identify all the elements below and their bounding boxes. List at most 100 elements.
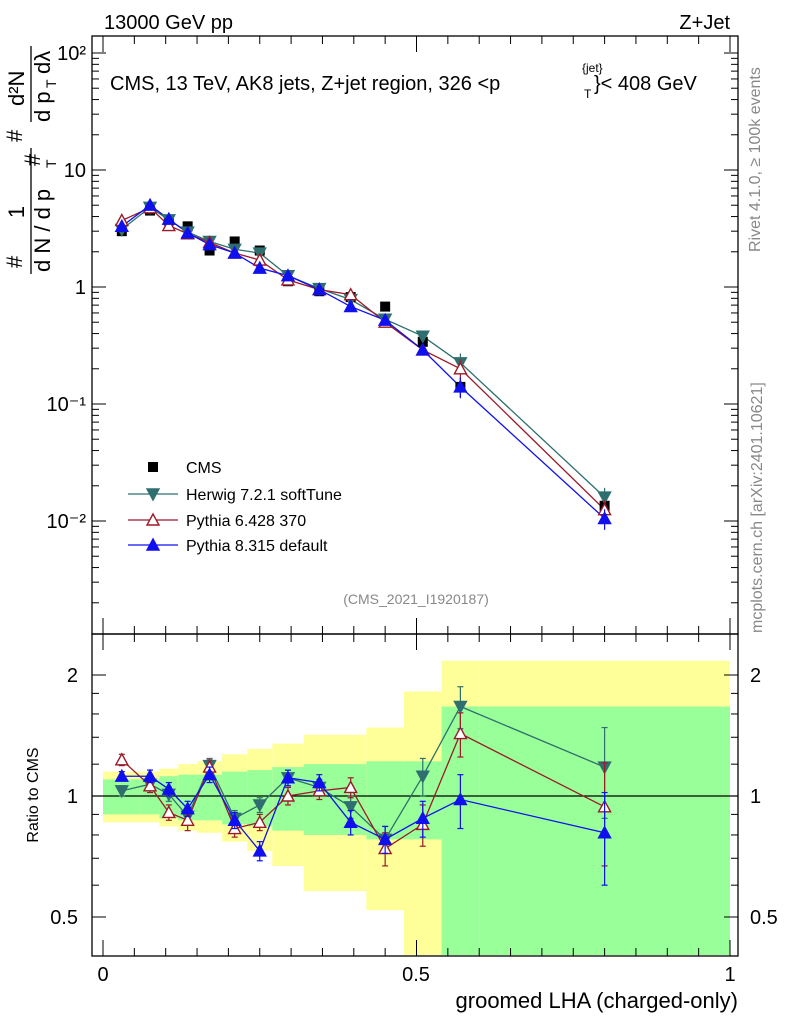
ytitle-hash-1: # <box>2 255 27 268</box>
ratio-point-p8-6 <box>252 843 267 857</box>
main-line-herwig <box>121 206 606 498</box>
legend-label-cms: CMS <box>186 460 222 477</box>
ytick-label-1e-2: 10⁻² <box>47 511 87 533</box>
ratio-point-p6-12 <box>453 726 468 740</box>
ratio-ytick-label-1-right: 1 <box>750 786 761 808</box>
ratio-point-p8-3 <box>180 801 195 815</box>
main-point-p8-9 <box>343 299 358 313</box>
ratio-point-p8-8 <box>312 775 327 789</box>
legend-marker-p6 <box>145 512 161 526</box>
legend-marker-cms <box>148 462 158 472</box>
legend-marker-herwig <box>145 488 161 502</box>
main-yaxis-labels: 10⁻² 10⁻¹ 1 10 10² <box>47 43 87 533</box>
ratio-ytick-label-2-right: 2 <box>750 665 761 687</box>
ytitle-sub-t-1: T <box>43 159 59 168</box>
ratio-point-p6-3 <box>180 812 195 827</box>
ratio-point-p8-12 <box>453 792 468 806</box>
ytitle-dlambda: dλ <box>30 51 55 74</box>
axis-ticks <box>92 36 738 956</box>
ytitle-hash-3: # <box>2 129 27 142</box>
ratio-point-herwig-11 <box>415 770 430 784</box>
ratio-line-herwig <box>121 705 605 841</box>
main-yaxis-title: # 1 d N / d p T # # d²N d p T dλ <box>2 46 59 274</box>
header-energy: 13000 GeV pp <box>104 12 233 34</box>
ratio-point-p8-10 <box>377 831 393 846</box>
main-point-herwig-13 <box>597 491 612 505</box>
ratio-point-p8-9 <box>343 814 358 829</box>
ytitle-dpt: d p <box>30 91 55 122</box>
title-sub: T <box>584 87 592 101</box>
ytick-label-100: 10² <box>57 43 86 65</box>
ratio-point-p6-1 <box>142 778 158 792</box>
ytitle-hash-2: # <box>20 153 45 166</box>
ratio-point-herwig-9 <box>343 801 358 815</box>
ytick-label-1e-1: 10⁻¹ <box>47 394 87 416</box>
main-point-p8-12 <box>453 379 468 393</box>
ratio-ytick-label-0.5: 0.5 <box>50 907 78 929</box>
ratio-point-p8-13 <box>597 825 612 839</box>
ytick-label-1: 1 <box>75 277 86 299</box>
ratio-point-p8-0 <box>114 768 129 782</box>
main-point-p8-13 <box>597 511 612 525</box>
main-point-p8-7 <box>280 268 296 282</box>
ytitle-d2n: d²N <box>4 71 29 106</box>
xaxis-title: groomed LHA (charged-only) <box>456 988 738 1013</box>
ratio-plot-frame <box>91 633 739 957</box>
ratio-point-p8-11 <box>415 810 430 825</box>
main-point-p8-10 <box>377 312 393 326</box>
ytick-label-10: 10 <box>64 160 86 182</box>
xtick-label-0: 0 <box>97 964 108 986</box>
xaxis-labels: 0 0.5 1 <box>97 964 735 986</box>
ratio-point-herwig-6 <box>252 799 267 813</box>
main-point-p8-5 <box>227 245 242 259</box>
ratio-point-herwig-12 <box>453 700 468 714</box>
legend-label-herwig: Herwig 7.2.1 softTune <box>186 487 342 504</box>
ratio-ytick-label-1: 1 <box>67 786 78 808</box>
main-point-cms-10 <box>380 301 391 312</box>
ratio-ytick-label-2: 2 <box>67 665 78 687</box>
main-point-p8-3 <box>180 225 195 239</box>
rivet-version-text: Rivet 4.1.0, ≥ 100k events <box>747 67 764 252</box>
legend-label-pythia6: Pythia 6.428 370 <box>186 513 306 530</box>
main-point-p8-4 <box>202 237 217 251</box>
ratio-yaxis-title: Ratio to CMS <box>25 747 42 842</box>
header-process: Z+Jet <box>679 12 730 34</box>
title-end: }< 408 GeV <box>594 73 698 95</box>
legend-label-pythia8: Pythia 8.315 default <box>186 538 328 555</box>
main-point-p6-12 <box>453 361 468 375</box>
main-series <box>114 197 612 530</box>
main-point-p8-2 <box>161 211 177 225</box>
main-point-cms-4 <box>204 245 215 256</box>
ratio-point-p6-6 <box>252 814 267 829</box>
ratio-point-p6-7 <box>280 788 296 802</box>
legend: CMS Herwig 7.2.1 softTune Pythia 6.428 3… <box>128 460 342 555</box>
ratio-ytick-label-0.5-right: 0.5 <box>750 907 778 929</box>
title-sup: {jet} <box>582 61 603 75</box>
main-point-p8-11 <box>415 342 430 356</box>
ytitle-sub-t-2: T <box>43 79 59 88</box>
ratio-yaxis-labels: 0.5 1 2 0.5 1 2 <box>50 665 778 929</box>
ratio-point-p6-2 <box>161 805 177 819</box>
analysis-id: (CMS_2021_I1920187) <box>343 591 489 607</box>
main-point-herwig-11 <box>415 330 430 344</box>
ytitle-one: 1 <box>4 206 29 218</box>
ratio-point-p8-5 <box>227 812 242 827</box>
ratio-point-p8-7 <box>280 770 296 784</box>
main-point-p6-2 <box>161 218 177 232</box>
ratio-series <box>114 686 612 886</box>
ytitle-denominator: d N / d p <box>30 189 55 272</box>
mcplots-url-text: mcplots.cern.ch [arXiv:2401.10621] <box>749 382 766 633</box>
xtick-label-1: 1 <box>724 964 735 986</box>
ratio-point-herwig-0 <box>114 785 129 799</box>
main-point-p8-0 <box>114 218 129 233</box>
main-title: CMS, 13 TeV, AK8 jets, Z+jet region, 326… <box>110 61 698 101</box>
main-point-cms-5 <box>229 236 240 247</box>
main-point-p8-6 <box>252 260 267 274</box>
main-point-p8-1 <box>142 197 158 211</box>
ratio-point-p8-1 <box>142 768 158 782</box>
ratio-point-p8-2 <box>161 781 177 795</box>
ratio-point-p6-9 <box>343 780 358 794</box>
legend-marker-p8 <box>145 537 161 551</box>
title-text: CMS, 13 TeV, AK8 jets, Z+jet region, 326… <box>110 73 500 95</box>
